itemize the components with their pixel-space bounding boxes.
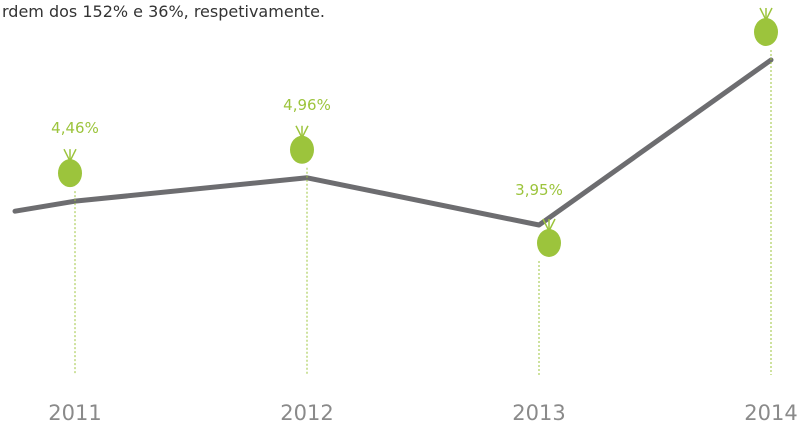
branch-stub — [12, 198, 78, 214]
fruit — [537, 218, 561, 257]
x-tick-label: 2014 — [744, 401, 797, 425]
value-label: 3,95% — [515, 181, 563, 199]
fruit-body — [754, 18, 778, 46]
intro-text: rdem dos 152% e 36%, respetivamente. — [2, 2, 325, 21]
line — [72, 57, 774, 228]
value-label: 4,96% — [283, 96, 331, 114]
fruit-stem — [301, 125, 309, 139]
fruit-stem — [548, 218, 556, 232]
fruit-stem — [69, 148, 77, 162]
fruit-body — [290, 135, 314, 164]
fruit-stem — [759, 7, 767, 21]
fruit — [754, 7, 778, 46]
fruit-stem — [63, 148, 71, 162]
fruit-stem — [765, 7, 773, 21]
fruit — [290, 125, 314, 164]
fruit-body — [537, 229, 561, 257]
x-tick-label: 2013 — [512, 401, 565, 425]
value-label: 4,46% — [51, 119, 99, 137]
fruit-stem — [295, 125, 303, 139]
fruit — [58, 148, 82, 188]
fruit-stem — [542, 218, 550, 232]
x-tick-label: 2012 — [280, 401, 333, 425]
x-tick-label: 2011 — [48, 401, 101, 425]
fruit-body — [58, 159, 82, 188]
